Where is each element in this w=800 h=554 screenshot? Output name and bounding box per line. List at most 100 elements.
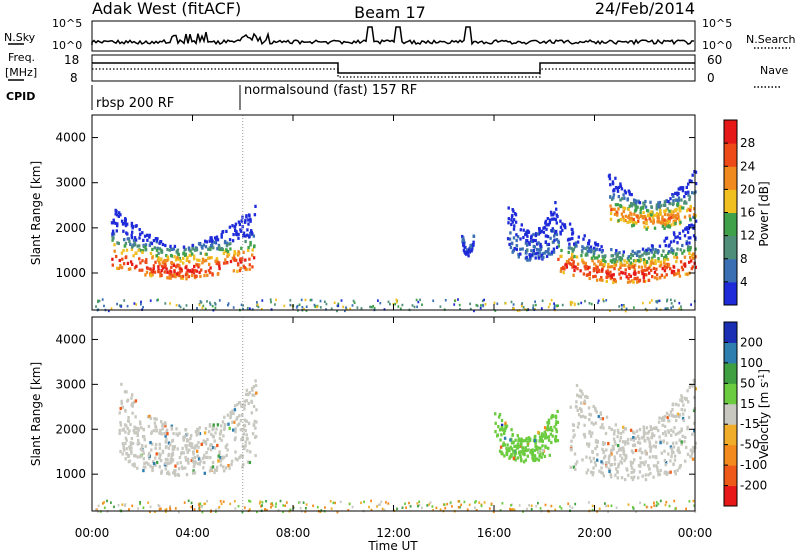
echo-cell (110, 221, 114, 225)
echo-cell (627, 214, 631, 218)
echo-cell (173, 472, 176, 476)
echo-cell (648, 440, 651, 444)
echo-cell (619, 454, 622, 458)
echo-cell (245, 267, 248, 272)
echo-cell (195, 433, 198, 437)
noise-cell (574, 502, 577, 506)
echo-cell (122, 249, 125, 253)
echo-cell (663, 275, 666, 279)
echo-cell (136, 431, 139, 435)
echo-cell (154, 424, 157, 428)
echo-cell (524, 241, 528, 245)
echo-cell (663, 265, 666, 269)
echo-cell (234, 228, 237, 232)
echo-cell (633, 199, 636, 203)
echo-cell (620, 197, 624, 201)
echo-cell (672, 219, 676, 223)
echo-cell (627, 273, 631, 277)
echo-cell (211, 460, 215, 465)
echo-cell (250, 399, 253, 403)
echo-cell (514, 213, 518, 217)
noise-cell (553, 305, 556, 308)
echo-cell (224, 445, 228, 450)
echo-cell (683, 408, 686, 412)
echo-cell (666, 213, 670, 217)
noise-cell (627, 503, 630, 506)
echo-cell (197, 429, 200, 433)
noise-cell (431, 505, 434, 508)
echo-cell (694, 247, 697, 251)
echo-cell (186, 450, 189, 454)
echo-cell (182, 451, 185, 455)
echo-cell (114, 208, 117, 212)
noise-cell (432, 509, 434, 512)
noise-cell (387, 502, 390, 505)
echo-cell (142, 238, 145, 242)
echo-cell (242, 427, 245, 431)
noise-cell (304, 298, 307, 302)
noise-cell (645, 505, 648, 509)
echo-cell (672, 239, 676, 243)
noise-cell (539, 507, 542, 510)
echo-cell (619, 431, 623, 436)
noise-cell (319, 306, 322, 309)
echo-cell (673, 272, 676, 276)
echo-cell (580, 401, 583, 405)
echo-cell (228, 238, 232, 242)
echo-cell (604, 254, 607, 258)
echo-cell (555, 245, 559, 249)
noise-cell (602, 299, 605, 303)
noise-cell (310, 298, 313, 302)
echo-cell (130, 396, 133, 400)
echo-cell (643, 462, 646, 467)
echo-cell (586, 395, 589, 399)
echo-cell (633, 251, 637, 255)
noise-cell (198, 507, 201, 510)
echo-cell (633, 270, 636, 274)
echo-cell (133, 266, 137, 270)
echo-cell (544, 240, 548, 244)
echo-cell (231, 420, 234, 424)
echo-cell (200, 442, 203, 446)
echo-cell (199, 459, 202, 463)
echo-cell (641, 474, 644, 478)
noise-cell (285, 501, 288, 504)
echo-cell (173, 445, 176, 449)
echo-cell (253, 213, 257, 217)
echo-cell (152, 429, 156, 433)
echo-cell (636, 434, 640, 438)
echo-cell (159, 271, 162, 275)
echo-cell (671, 202, 675, 207)
echo-cell (249, 219, 252, 223)
echo-cell (654, 445, 657, 449)
noise-cell (417, 300, 420, 304)
echo-cell (643, 225, 646, 229)
noise-cell (185, 304, 188, 307)
noise-cell (319, 299, 322, 303)
echo-cell (504, 423, 507, 427)
noise-cell (418, 503, 421, 507)
echo-cell (155, 254, 159, 258)
echo-cell (250, 229, 253, 233)
nave-tick-bottom: 0 (707, 71, 715, 85)
echo-cell (583, 265, 586, 269)
echo-cell (670, 433, 673, 437)
noise-cell (242, 308, 244, 311)
echo-cell (233, 408, 237, 412)
echo-cell (686, 389, 689, 393)
echo-cell (596, 458, 599, 462)
echo-cell (686, 230, 690, 234)
echo-cell (638, 437, 641, 441)
echo-cell (640, 265, 644, 269)
echo-cell (613, 212, 617, 216)
echo-cell (533, 439, 537, 443)
echo-cell (212, 423, 215, 427)
echo-cell (151, 247, 154, 251)
noise-cell (227, 302, 230, 305)
echo-cell (113, 243, 116, 247)
echo-cell (608, 453, 612, 457)
echo-cell (497, 425, 500, 429)
echo-cell (626, 197, 629, 201)
echo-cell (134, 251, 137, 255)
echo-cell (547, 421, 551, 425)
